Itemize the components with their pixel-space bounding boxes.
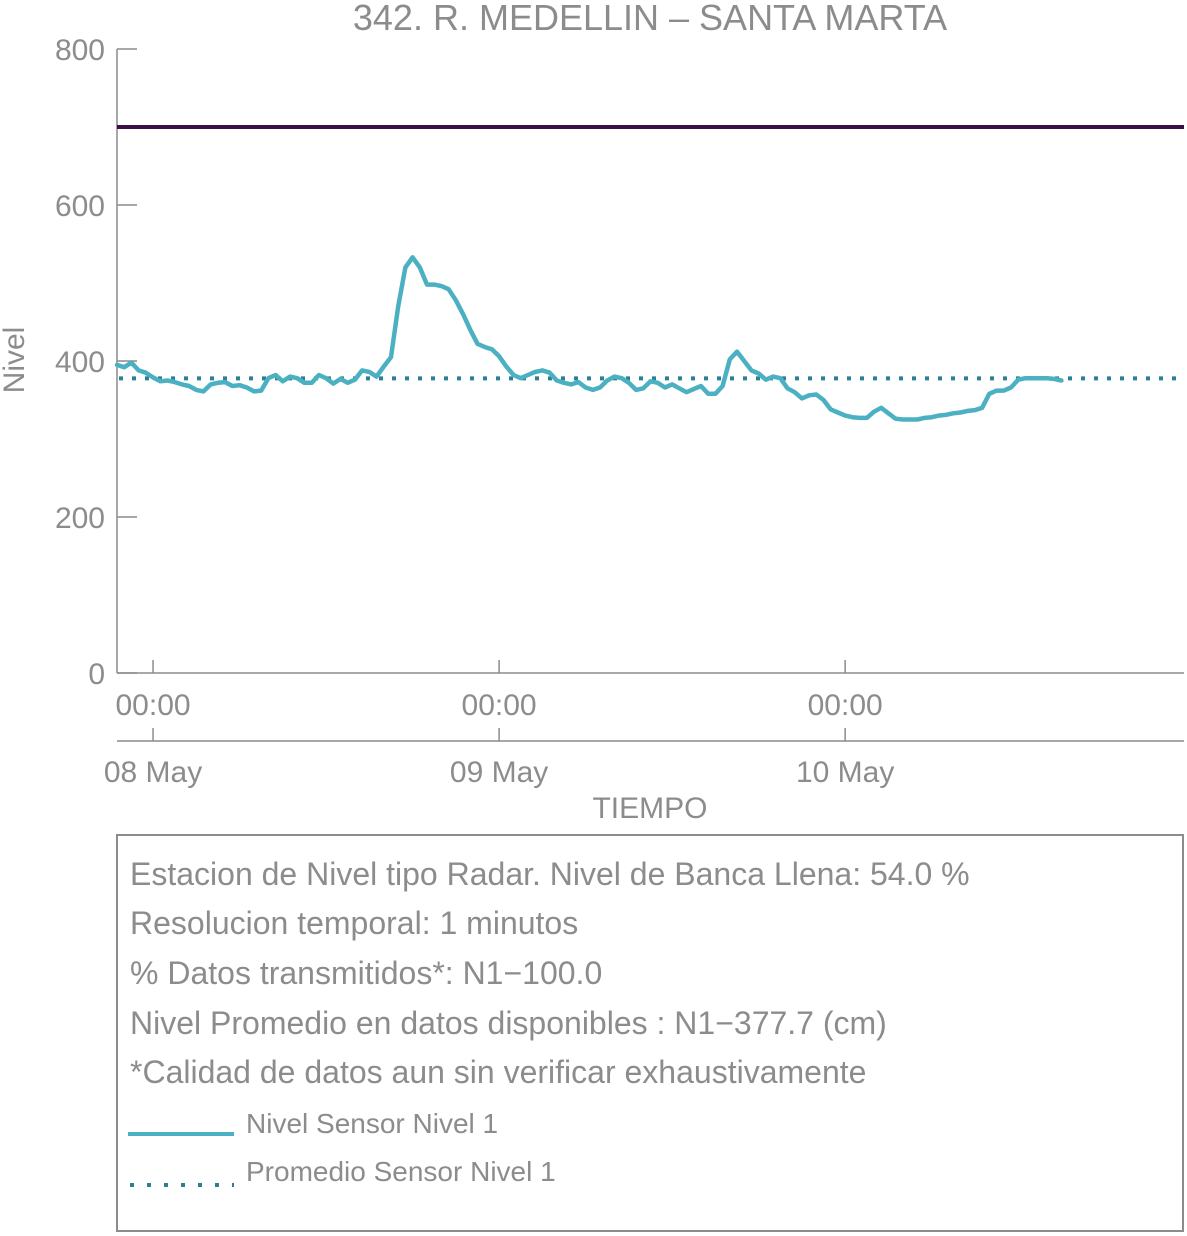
chart-marks [114, 125, 1184, 422]
level-chart: 342. R. MEDELLIN – SANTA MARTA Nivel TIE… [0, 0, 1184, 825]
legend-item-mean: Promedio Sensor Nivel 1 [128, 1156, 728, 1196]
y-axis-label: Nivel [0, 327, 31, 394]
chart-axes [116, 49, 1184, 742]
info-resolution: Resolucion temporal: 1 minutos [130, 905, 579, 941]
legend-solid-swatch [128, 1132, 234, 1136]
chart-title: 342. R. MEDELLIN – SANTA MARTA [353, 0, 947, 38]
info-station-type: Estacion de Nivel tipo Radar. Nivel de B… [130, 856, 970, 892]
level-series-line [114, 255, 1064, 422]
x-tick-label: 00:00 [116, 689, 191, 722]
legend-dotted-swatch [130, 1183, 234, 1187]
y-axis-ticks: 0 200 400 600 800 [55, 34, 137, 691]
info-quality-note: *Calidad de datos aun sin verificar exha… [130, 1054, 867, 1090]
x-tick-label: 00:00 [462, 689, 537, 722]
y-tick-label: 200 [55, 502, 105, 535]
x-axis-ticks: 00:00 08 May 00:00 09 May 00:00 10 May [104, 660, 894, 789]
legend-label-level: Nivel Sensor Nivel 1 [246, 1108, 499, 1139]
legend-item-level: Nivel Sensor Nivel 1 [128, 1108, 728, 1148]
y-tick-label: 400 [55, 346, 105, 379]
date-tick-label: 09 May [450, 756, 548, 789]
info-panel: Estacion de Nivel tipo Radar. Nivel de B… [116, 834, 1184, 1232]
x-tick-label: 00:00 [808, 689, 883, 722]
y-tick-label: 0 [88, 658, 105, 691]
legend-label-mean: Promedio Sensor Nivel 1 [246, 1156, 556, 1187]
info-mean-level: Nivel Promedio en datos disponibles : N1… [130, 1005, 887, 1041]
y-tick-label: 800 [55, 34, 105, 67]
date-tick-label: 10 May [796, 756, 894, 789]
y-tick-label: 600 [55, 190, 105, 223]
x-axis-label: TIEMPO [592, 792, 707, 825]
info-data-transmitted: % Datos transmitidos*: N1−100.0 [130, 955, 603, 991]
date-tick-label: 08 May [104, 756, 202, 789]
